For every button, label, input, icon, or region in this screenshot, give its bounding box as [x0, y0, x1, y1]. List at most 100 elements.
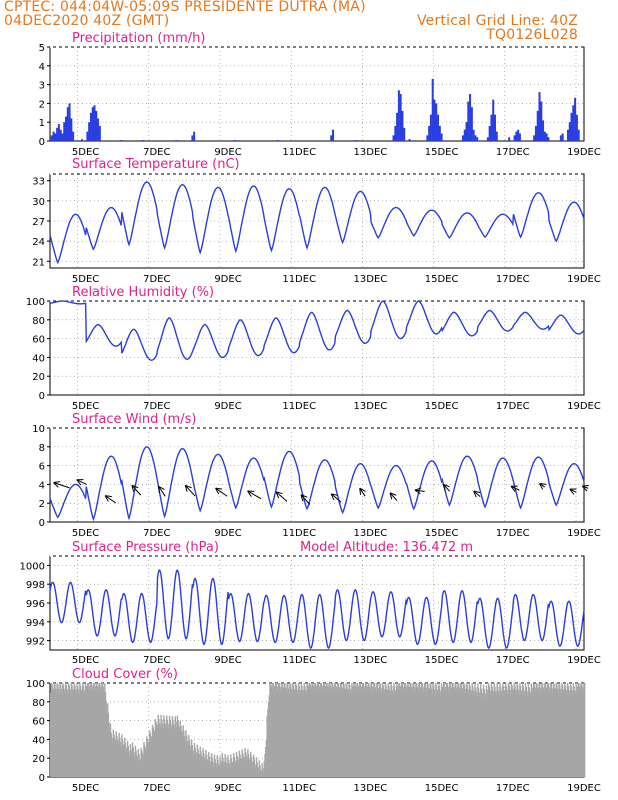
precip-xtick: 5DEC	[72, 147, 99, 158]
cloud-bar	[410, 683, 412, 777]
wind-ytick: 4	[39, 480, 45, 491]
press-xtick: 15DEC	[425, 655, 459, 666]
cloud-bar	[200, 751, 202, 777]
precip-ytick: 4	[39, 62, 45, 73]
press-ytick: 996	[26, 599, 45, 610]
precip-bar	[437, 114, 440, 141]
cloud-bar	[515, 693, 518, 777]
wind-vector	[131, 485, 142, 496]
cloud-bar	[575, 683, 577, 777]
cloud-bar	[523, 690, 525, 777]
cloud-bar	[499, 686, 502, 777]
cloud-bar	[51, 684, 53, 777]
cloud-bar	[401, 683, 403, 777]
cloud-bar	[581, 683, 583, 777]
cloud-bar	[187, 746, 189, 777]
precip-bar	[66, 107, 69, 141]
rh-frame	[49, 300, 585, 396]
cloud-bar	[123, 749, 125, 777]
cloud-bar	[150, 736, 152, 777]
cloud-bar	[99, 686, 102, 777]
precip-xtick: 11DEC	[282, 147, 316, 158]
precip-bar	[95, 110, 98, 141]
cloud-bar	[208, 751, 210, 777]
cloud-bar	[287, 688, 290, 777]
cloud-bar	[574, 690, 576, 777]
cloud-bar	[207, 764, 209, 777]
cloud-bar	[492, 695, 495, 777]
cloud-bar	[373, 683, 375, 777]
cloud-bar	[430, 688, 433, 777]
cloud-bar	[98, 683, 100, 777]
precip-bar	[330, 135, 333, 141]
cloud-bar	[190, 739, 193, 777]
cloud-bar	[329, 683, 331, 777]
cloud-bar	[54, 684, 56, 777]
cloud-bar	[477, 683, 479, 777]
cloud-bar	[418, 683, 421, 777]
precip-bar	[431, 78, 434, 141]
cloud-ytick: 60	[32, 717, 45, 728]
cloud-bar	[500, 690, 503, 777]
cloud-bar	[122, 744, 125, 777]
cloud-bar	[432, 683, 434, 777]
cloud-bar	[213, 754, 216, 777]
cloud-bar	[502, 683, 504, 777]
cloud-bar	[576, 690, 579, 777]
precip-bar	[193, 131, 196, 141]
cloud-bar	[73, 683, 75, 777]
cloud-bar	[121, 734, 123, 777]
cloud-bar	[57, 688, 60, 777]
cloud-bar	[390, 683, 392, 777]
cloud-bar	[215, 763, 217, 777]
precip-bar	[574, 97, 577, 141]
cloud-bar	[240, 758, 242, 777]
cloud-bar	[77, 685, 79, 777]
precip-xtick: 19DEC	[567, 147, 601, 158]
cloud-bar	[274, 683, 277, 777]
cloud-bar	[52, 688, 54, 777]
precip-bar	[461, 135, 464, 141]
cloud-xtick: 19DEC	[567, 783, 601, 794]
cloud-bar	[413, 683, 415, 777]
wind-title: Surface Wind (m/s)	[72, 412, 196, 427]
rh-xtick: 11DEC	[282, 401, 316, 412]
cloud-bar	[577, 683, 579, 777]
cloud-bar	[200, 755, 203, 777]
cloud-bar	[429, 683, 431, 777]
temp-xtick: 9DEC	[214, 274, 241, 285]
precip-bar	[508, 137, 511, 141]
cloud-bar	[126, 740, 129, 777]
cloud-bar	[484, 693, 486, 777]
cloud-bar	[443, 683, 445, 777]
cloud-bar	[397, 690, 399, 777]
precip-bar	[191, 135, 194, 141]
precip-bar	[467, 101, 470, 141]
cloud-bar	[107, 712, 110, 777]
cloud-bar	[191, 745, 194, 777]
cloud-xtick: 13DEC	[354, 783, 388, 794]
cloud-bar	[289, 684, 292, 777]
cloud-bar	[315, 685, 317, 777]
cloud-bar	[249, 763, 251, 777]
cloud-bar	[452, 687, 455, 777]
cloud-bar	[380, 688, 382, 777]
cloud-bar	[532, 691, 534, 777]
cloud-bar	[457, 683, 459, 777]
cloud-bar	[104, 683, 106, 777]
precip-bar	[547, 137, 550, 141]
cloud-bar	[331, 683, 334, 777]
cloud-title: Cloud Cover (%)	[72, 667, 178, 682]
cloud-bar	[451, 683, 453, 777]
cloud-bar	[110, 732, 112, 777]
cloud-bar	[322, 683, 325, 777]
cloud-bar	[566, 683, 569, 777]
cloud-bar	[326, 683, 328, 777]
precip-ytick: 5	[39, 43, 45, 54]
cloud-bar	[310, 690, 312, 777]
precip-bar	[63, 122, 66, 141]
cloud-bar	[199, 746, 201, 777]
cloud-bar	[566, 694, 568, 777]
cloud-bar	[475, 691, 478, 777]
cloud-bar	[536, 683, 538, 777]
